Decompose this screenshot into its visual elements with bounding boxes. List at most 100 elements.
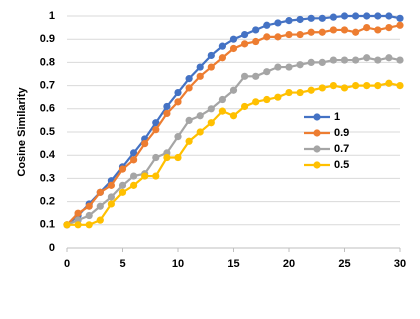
legend-label: 0.7 (334, 143, 349, 155)
legend-marker (313, 161, 321, 169)
series-line (67, 82, 401, 226)
point (396, 82, 404, 90)
point (241, 40, 249, 48)
point (307, 14, 315, 22)
point (163, 102, 171, 111)
point (263, 33, 271, 41)
point (174, 133, 182, 141)
point (252, 72, 260, 80)
point (285, 88, 293, 97)
point (296, 88, 304, 97)
point (374, 26, 382, 34)
series-line (66, 56, 401, 226)
point (252, 98, 260, 106)
point (374, 56, 382, 64)
point (252, 37, 260, 46)
y-tick-label: 0.8 (40, 56, 55, 68)
y-tick-label: 0.5 (40, 126, 55, 138)
point (74, 209, 82, 217)
y-tick-label: 0.4 (40, 149, 56, 161)
point (396, 21, 404, 29)
point (74, 221, 82, 229)
point (174, 153, 182, 162)
point (63, 221, 71, 229)
y-tick-label: 0.7 (40, 80, 55, 92)
point (285, 17, 293, 25)
point (263, 68, 271, 76)
point (318, 84, 326, 92)
point (85, 221, 93, 229)
point (363, 54, 371, 62)
point (218, 42, 226, 50)
legend-marker (313, 113, 321, 121)
legend-label: 0.9 (334, 127, 349, 139)
point (352, 56, 360, 64)
x-tick-label: 15 (227, 258, 239, 270)
point (229, 112, 238, 120)
point (296, 15, 304, 24)
point (385, 12, 393, 20)
point (274, 33, 282, 41)
x-tick-label: 5 (119, 258, 125, 270)
point (152, 119, 160, 127)
point (107, 200, 115, 208)
point (374, 82, 382, 90)
y-tick-label: 0.1 (40, 219, 55, 231)
point (352, 82, 360, 90)
point (85, 202, 93, 210)
x-tick-label: 10 (172, 258, 184, 270)
point (229, 35, 238, 43)
point (307, 58, 315, 66)
point (229, 86, 238, 94)
point (185, 75, 193, 83)
legend-marker (313, 145, 321, 153)
point (307, 86, 315, 94)
point (130, 181, 138, 189)
point (396, 56, 404, 64)
x-tick-label: 0 (64, 258, 70, 270)
y-tick-label: 0.6 (40, 103, 55, 115)
point (96, 188, 104, 196)
point (130, 172, 138, 180)
point (285, 63, 293, 71)
y-tick-label: 0.2 (40, 196, 55, 208)
point (163, 109, 171, 118)
x-tick-label: 30 (394, 258, 406, 270)
point (385, 79, 393, 87)
point (263, 95, 271, 104)
point (241, 30, 249, 39)
point (207, 51, 215, 60)
point (207, 63, 215, 71)
point (241, 72, 249, 80)
point (296, 30, 304, 39)
point (130, 149, 138, 157)
point (107, 181, 115, 189)
point (340, 26, 349, 34)
point (107, 193, 115, 201)
point (318, 58, 326, 66)
point (352, 28, 360, 36)
y-tick-label: 0.9 (40, 33, 55, 45)
x-tick-label: 20 (283, 258, 295, 270)
point (385, 54, 393, 62)
y-tick-label: 1 (49, 10, 55, 22)
point (196, 112, 204, 120)
point (218, 95, 226, 104)
point (118, 165, 127, 173)
point (130, 156, 138, 164)
point (141, 140, 149, 148)
point (85, 211, 93, 220)
point (363, 82, 371, 90)
y-tick-label: 0 (49, 242, 55, 254)
point (274, 19, 282, 27)
point (152, 153, 160, 162)
point (152, 126, 160, 134)
x-tick-label: 25 (338, 258, 350, 270)
y-tick-label: 0.3 (40, 172, 55, 184)
point (196, 128, 204, 136)
point (363, 12, 371, 20)
point (329, 26, 337, 34)
point (174, 88, 182, 97)
point (96, 216, 104, 224)
series-line (66, 24, 401, 226)
